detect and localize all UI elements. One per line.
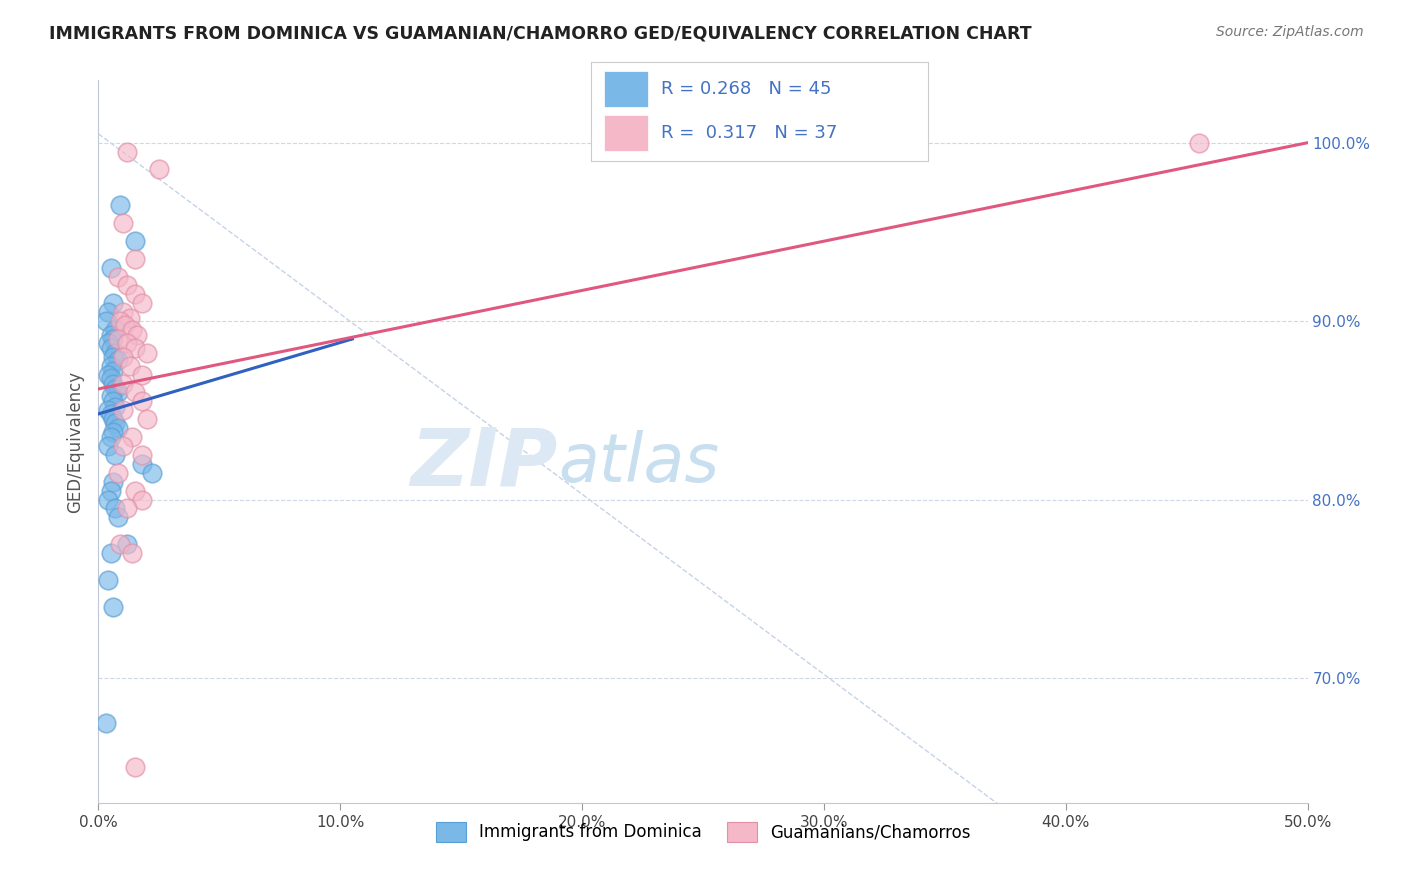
Point bbox=[107, 510, 129, 524]
Point bbox=[124, 760, 146, 774]
Point bbox=[111, 403, 134, 417]
Point bbox=[107, 353, 129, 368]
Text: R = 0.268   N = 45: R = 0.268 N = 45 bbox=[661, 80, 832, 98]
Point bbox=[97, 335, 120, 350]
Point bbox=[1188, 136, 1211, 150]
Point bbox=[101, 425, 124, 439]
Point bbox=[107, 385, 129, 400]
Point bbox=[101, 296, 124, 310]
Point bbox=[100, 371, 122, 385]
Point bbox=[100, 260, 122, 275]
Point bbox=[107, 332, 129, 346]
Point bbox=[101, 364, 124, 378]
Point bbox=[104, 416, 127, 430]
Point bbox=[127, 328, 149, 343]
Point bbox=[101, 599, 124, 614]
Point bbox=[124, 483, 146, 498]
Point bbox=[104, 501, 127, 516]
Point bbox=[121, 323, 143, 337]
Point bbox=[111, 216, 134, 230]
Point bbox=[107, 421, 129, 435]
Legend: Immigrants from Dominica, Guamanians/Chamorros: Immigrants from Dominica, Guamanians/Cha… bbox=[429, 815, 977, 848]
Point bbox=[108, 537, 131, 551]
Point bbox=[100, 328, 122, 343]
Point bbox=[124, 287, 146, 301]
Point bbox=[108, 198, 131, 212]
Bar bbox=[605, 71, 648, 107]
Point bbox=[124, 252, 146, 266]
Point bbox=[131, 394, 153, 409]
Point bbox=[124, 385, 146, 400]
Point bbox=[111, 350, 134, 364]
Point bbox=[117, 501, 139, 516]
Point bbox=[100, 430, 122, 444]
Point bbox=[108, 314, 131, 328]
Point bbox=[101, 376, 124, 391]
Text: IMMIGRANTS FROM DOMINICA VS GUAMANIAN/CHAMORRO GED/EQUIVALENCY CORRELATION CHART: IMMIGRANTS FROM DOMINICA VS GUAMANIAN/CH… bbox=[49, 25, 1032, 43]
Point bbox=[100, 546, 122, 560]
Point bbox=[111, 305, 134, 319]
Point bbox=[97, 492, 120, 507]
Point bbox=[100, 341, 122, 355]
Point bbox=[107, 466, 129, 480]
Point bbox=[131, 492, 153, 507]
Point bbox=[94, 715, 117, 730]
Point bbox=[118, 310, 141, 325]
Point bbox=[101, 394, 124, 409]
Point bbox=[117, 335, 139, 350]
Point bbox=[104, 346, 127, 360]
Text: Source: ZipAtlas.com: Source: ZipAtlas.com bbox=[1216, 25, 1364, 39]
Point bbox=[124, 234, 146, 248]
Point bbox=[104, 323, 127, 337]
Point bbox=[111, 376, 134, 391]
Point bbox=[101, 412, 124, 426]
Point bbox=[104, 382, 127, 396]
Point bbox=[148, 162, 170, 177]
Point bbox=[131, 448, 153, 462]
Point bbox=[131, 296, 153, 310]
Point bbox=[121, 546, 143, 560]
Point bbox=[121, 430, 143, 444]
Point bbox=[97, 368, 120, 382]
Point bbox=[97, 305, 120, 319]
Bar bbox=[605, 115, 648, 151]
Point bbox=[97, 403, 120, 417]
Point bbox=[100, 407, 122, 421]
Point bbox=[100, 483, 122, 498]
Text: R =  0.317   N = 37: R = 0.317 N = 37 bbox=[661, 124, 838, 142]
Point bbox=[114, 318, 136, 332]
Point bbox=[101, 475, 124, 489]
Text: ZIP: ZIP bbox=[411, 425, 558, 502]
Text: atlas: atlas bbox=[558, 430, 718, 496]
Point bbox=[101, 332, 124, 346]
Point bbox=[97, 573, 120, 587]
Point bbox=[104, 400, 127, 414]
Point bbox=[104, 448, 127, 462]
Point bbox=[135, 412, 157, 426]
Point bbox=[131, 368, 153, 382]
Point bbox=[100, 389, 122, 403]
Point bbox=[124, 341, 146, 355]
Point bbox=[141, 466, 163, 480]
Point bbox=[101, 350, 124, 364]
Point bbox=[135, 346, 157, 360]
Point bbox=[94, 314, 117, 328]
Y-axis label: GED/Equivalency: GED/Equivalency bbox=[66, 370, 84, 513]
Point bbox=[100, 359, 122, 373]
Point bbox=[111, 439, 134, 453]
Point bbox=[118, 359, 141, 373]
Point bbox=[117, 278, 139, 293]
Point bbox=[117, 145, 139, 159]
Point bbox=[97, 439, 120, 453]
Point bbox=[131, 457, 153, 471]
Point bbox=[117, 537, 139, 551]
Point bbox=[107, 269, 129, 284]
